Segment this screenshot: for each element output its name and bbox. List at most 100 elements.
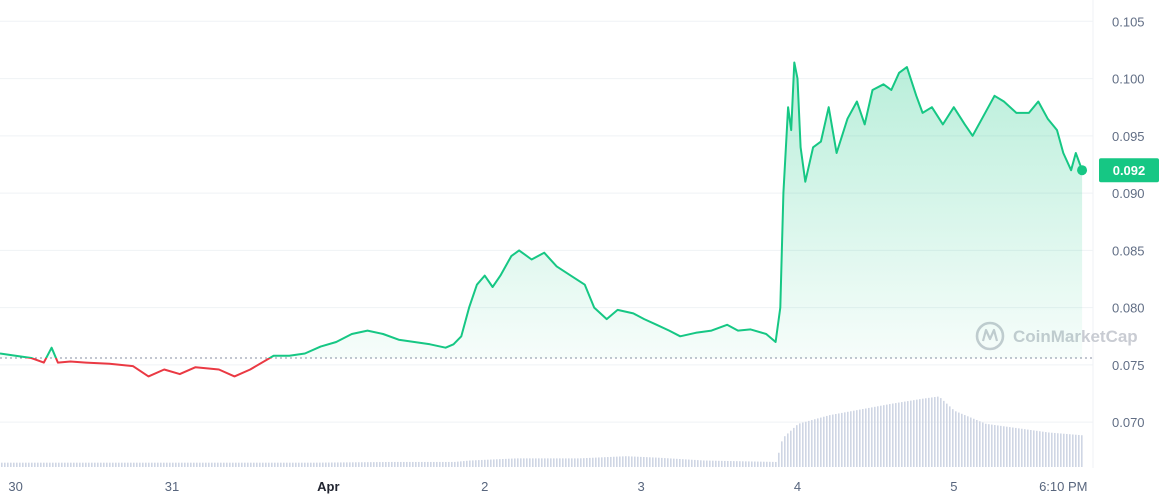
volume-bar [973,418,975,467]
volume-bar [1030,430,1032,467]
volume-bar [961,413,963,467]
volume-bar [868,407,870,467]
x-axis: 30 31 Apr 2 3 4 5 6:10 PM [8,479,1087,494]
volume-bar [964,415,966,467]
volume-bar [430,461,432,467]
volume-bar [763,461,765,467]
volume-bar [619,456,621,467]
volume-bar [571,458,573,467]
volume-bar [832,414,834,467]
volume-bar [436,461,438,467]
volume-bar [583,458,585,467]
volume-bar [34,462,36,467]
volume-bar [46,462,48,467]
volume-bar [19,462,21,467]
volume-bar [64,462,66,467]
volume-bar [289,462,291,467]
volume-bar [328,462,330,467]
volume-bar [493,459,495,467]
volume-bar [1033,430,1035,467]
volume-bar [976,420,978,467]
volume-bar [646,457,648,467]
volume-bar [967,416,969,467]
volume-bar [403,461,405,467]
volume-bar [607,457,609,467]
volume-bar [352,462,354,467]
volume-bar [697,460,699,467]
volume-bar [1024,429,1026,467]
volume-bar [523,458,525,467]
volume-bar [940,398,942,467]
volume-bar [319,462,321,467]
volume-bar [529,458,531,467]
volume-bar [214,462,216,467]
volume-bar [463,461,465,467]
volume-bar [358,462,360,467]
volume-bar [1078,434,1080,467]
volume-bar [82,462,84,467]
volume-bar [1000,425,1002,467]
volume-bar [22,462,24,467]
volume-bar [205,462,207,467]
volume-bar [187,462,189,467]
volume-bar [178,462,180,467]
volume-bar [838,413,840,467]
volume-bar [514,458,516,467]
volume-bar [547,458,549,467]
volume-bar [181,462,183,467]
volume-bar [172,462,174,467]
volume-bar [241,462,243,467]
volume-bar [991,424,993,467]
volume-bar [997,425,999,467]
volume-bar [58,462,60,467]
volume-bar [133,462,135,467]
volume-bar [655,457,657,467]
volume-bar [1012,427,1014,467]
volume-bar [460,461,462,467]
volume-bar [847,411,849,467]
volume-bar [469,460,471,467]
current-price-badge-bg [1099,158,1159,183]
volume-bar [154,462,156,467]
volume-bar [433,461,435,467]
volume-bar [745,461,747,467]
volume-bar [283,462,285,467]
price-series [0,61,1084,378]
y-tick-label: 0.090 [1112,186,1145,201]
volume-bar [316,462,318,467]
volume-bar [220,462,222,467]
volume-bar [223,462,225,467]
volume-bar [631,456,633,467]
volume-bar [490,459,492,467]
volume-bar [640,456,642,467]
volume-bar [49,462,51,467]
volume-bar [76,462,78,467]
volume-bar [643,457,645,467]
volume-bar [295,462,297,467]
volume-bar [670,458,672,467]
volume-bar [526,458,528,467]
volume-bar [826,415,828,467]
volume-bar [424,461,426,467]
volume-bar [1015,427,1017,467]
volume-bar [235,462,237,467]
volume-bar [202,462,204,467]
volume-bar [169,462,171,467]
volume-bar [742,461,744,467]
volume-bar [958,412,960,467]
volume-bar [652,457,654,467]
volume-bar [451,461,453,467]
volume-bar [877,406,879,467]
volume-bar [541,458,543,467]
volume-bar [793,427,795,467]
volume-bar [43,462,45,467]
volume-bar [850,411,852,467]
volume-bar [85,462,87,467]
volume-bar [466,460,468,467]
current-price-badge: 0.092 [1099,158,1159,183]
volume-bar [232,462,234,467]
volume-bar [106,462,108,467]
volume-bar [1057,433,1059,467]
volume-bar [709,460,711,467]
